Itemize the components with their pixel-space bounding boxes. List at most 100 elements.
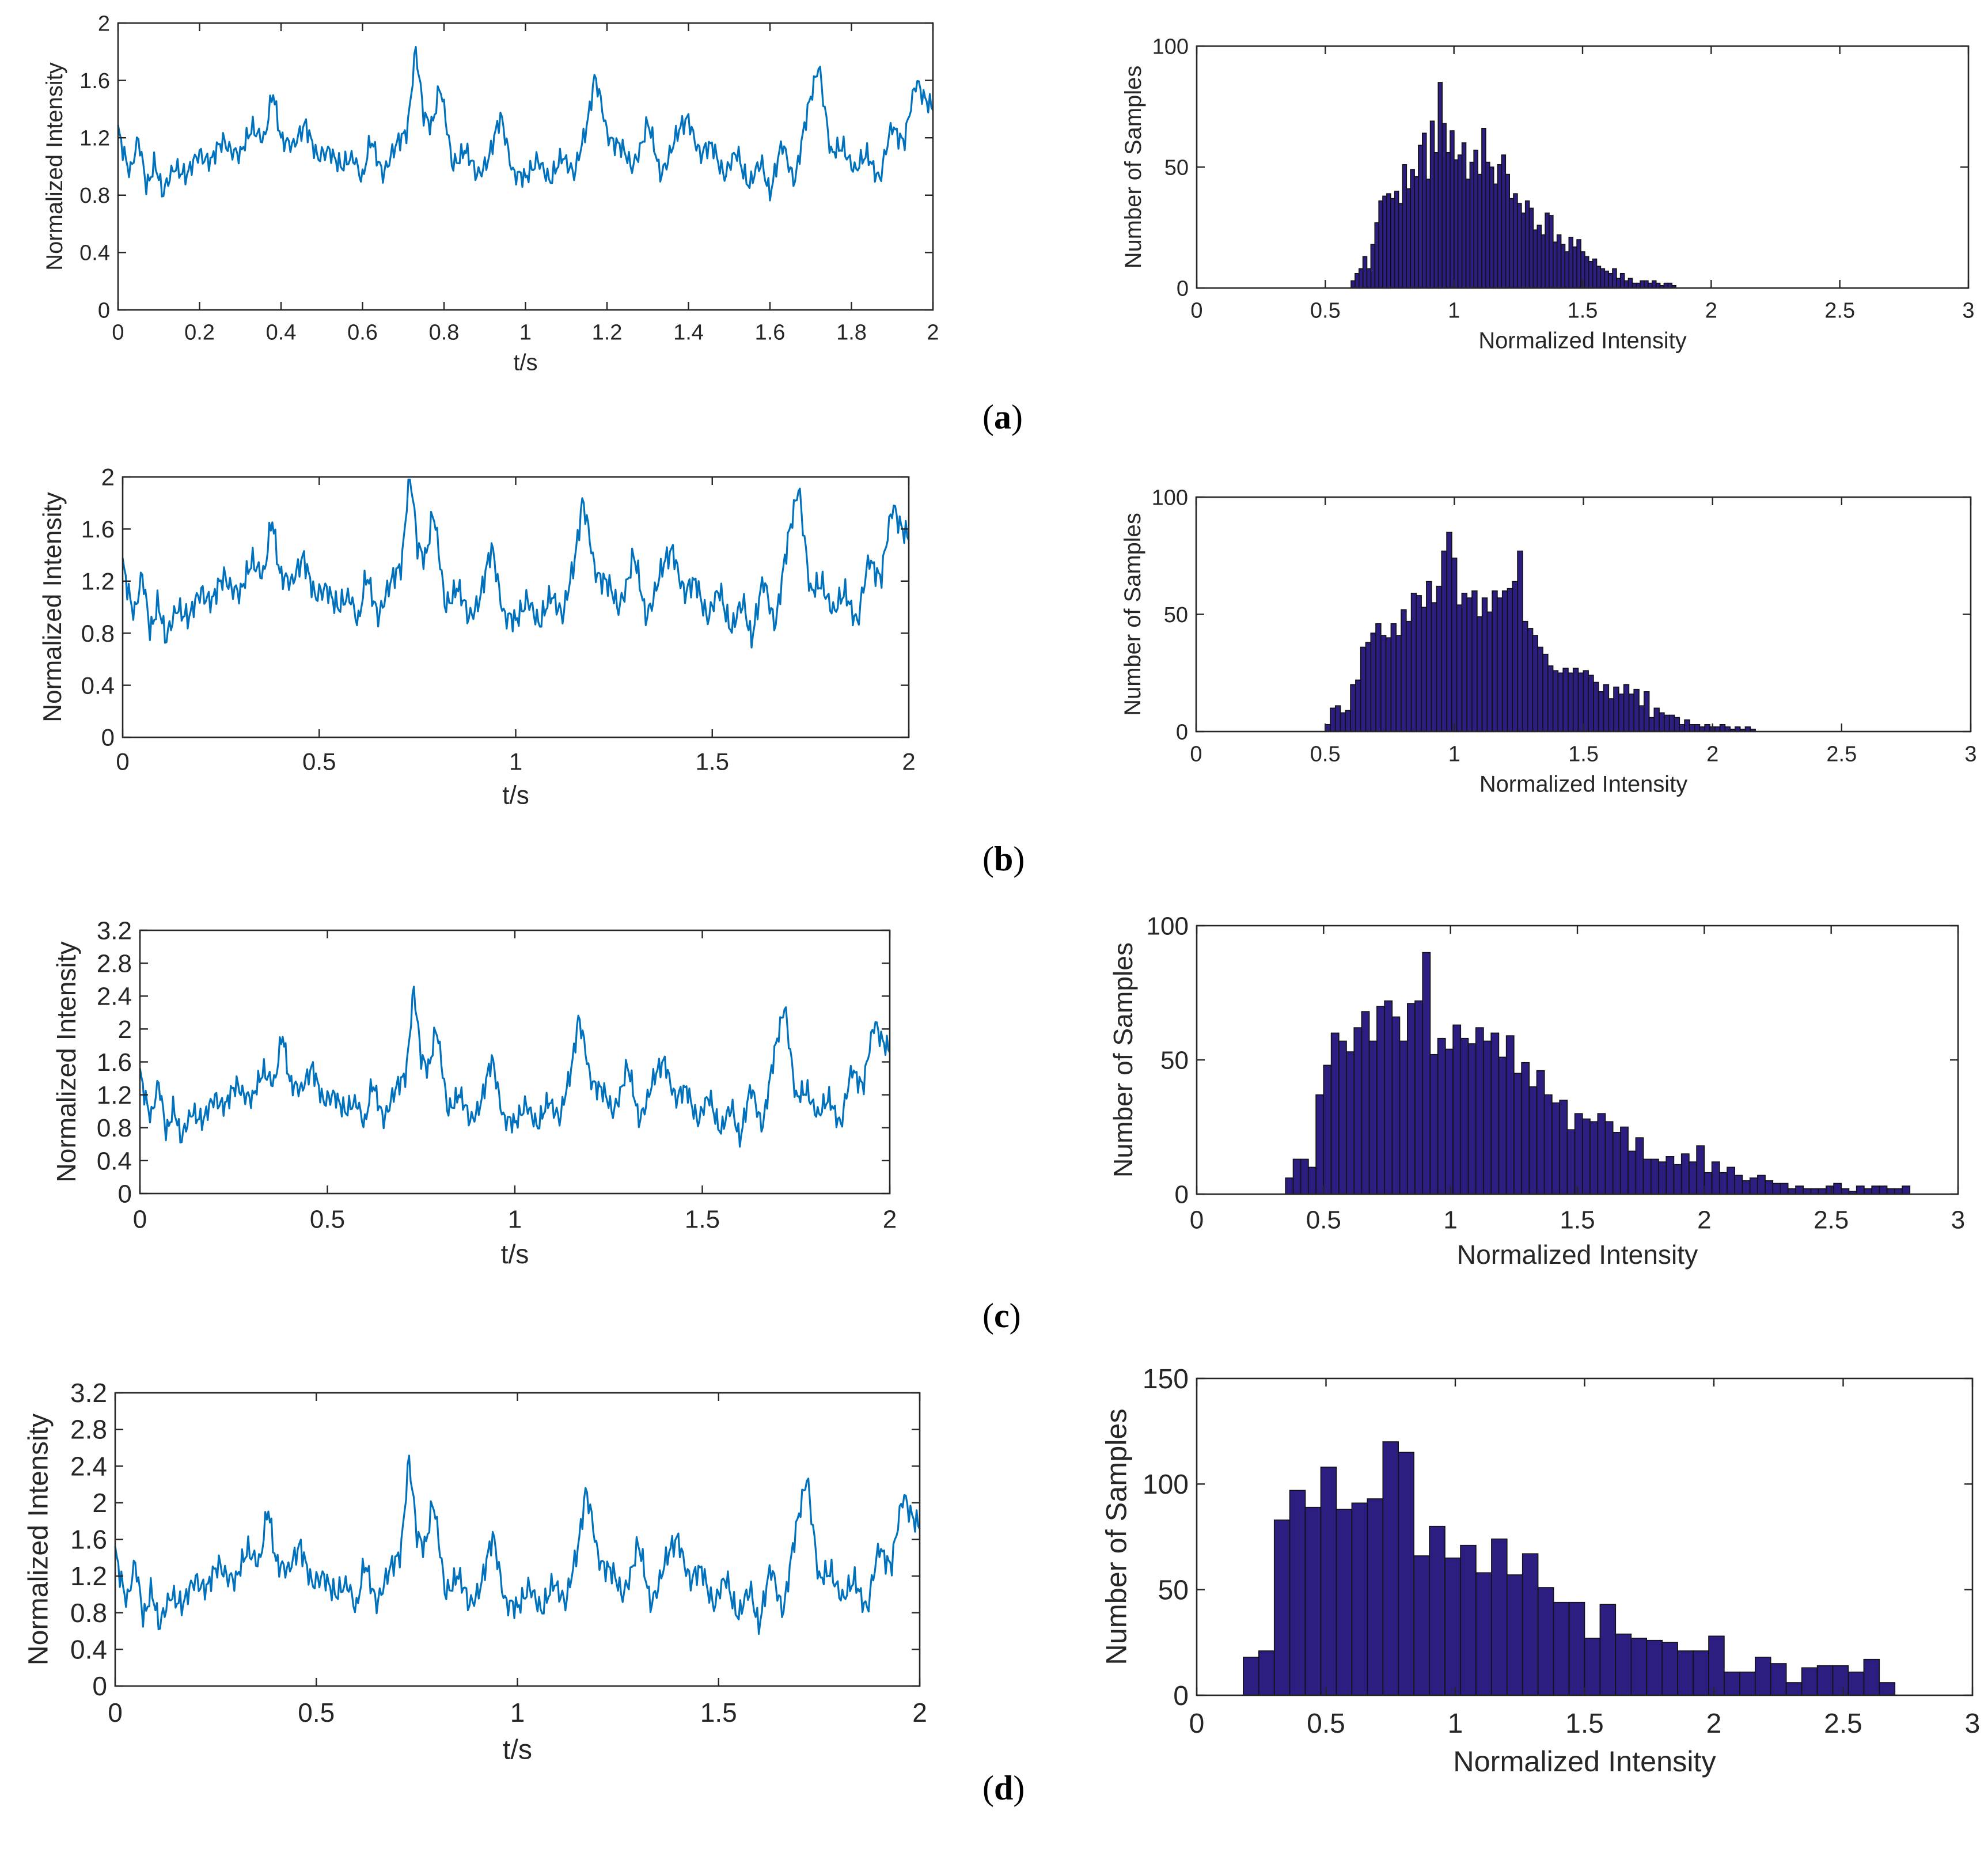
bar-a-hist-66 <box>1612 268 1617 289</box>
x-tick-label-d-hist-3: 1.5 <box>1565 1709 1604 1739</box>
bar-c-hist-57 <box>1719 1172 1728 1195</box>
bar-a-hist-11 <box>1394 191 1399 289</box>
bar-c-hist-50 <box>1665 1156 1675 1195</box>
bar-d-hist-27 <box>1661 1642 1678 1696</box>
bar-d-hist-9 <box>1382 1441 1399 1696</box>
x-tick-label-b-hist-2: 1 <box>1448 742 1460 766</box>
bar-a-hist-50 <box>1549 215 1554 289</box>
bar-a-hist-68 <box>1619 272 1625 289</box>
bar-d-hist-39 <box>1847 1671 1865 1696</box>
axes-box-a-time <box>117 22 934 311</box>
bar-c-hist-51 <box>1673 1164 1682 1195</box>
bar-b-hist-22 <box>1436 585 1443 732</box>
bar-c-hist-64 <box>1772 1183 1781 1195</box>
x-axis-label-d-time: t/s <box>503 1734 532 1766</box>
bar-b-hist-36 <box>1507 588 1513 732</box>
bar-b-hist-25 <box>1451 557 1458 732</box>
x-tick-label-b-time-0: 0 <box>116 748 129 775</box>
bar-c-hist-42 <box>1604 1121 1614 1195</box>
bar-c-hist-71 <box>1826 1185 1834 1195</box>
bar-c-hist-70 <box>1818 1188 1827 1195</box>
bar-c-hist-59 <box>1734 1175 1743 1195</box>
bar-b-hist-45 <box>1552 670 1559 732</box>
bar-b-hist-8 <box>1365 642 1372 732</box>
bar-a-hist-56 <box>1572 246 1577 289</box>
bar-d-hist-0 <box>1243 1657 1259 1696</box>
bar-b-hist-40 <box>1527 628 1534 732</box>
x-tick-label-b-hist-0: 0 <box>1190 742 1202 766</box>
bar-a-hist-59 <box>1584 256 1589 289</box>
bar-a-hist-38 <box>1501 154 1507 289</box>
bar-c-hist-75 <box>1856 1185 1865 1195</box>
x-axis-label-a-hist: Normalized Intensity <box>1478 328 1686 354</box>
bar-c-hist-44 <box>1620 1126 1629 1195</box>
bar-c-hist-72 <box>1833 1183 1842 1195</box>
bar-d-hist-20 <box>1553 1601 1570 1696</box>
bar-b-hist-57 <box>1613 686 1619 732</box>
bar-c-hist-43 <box>1612 1132 1621 1195</box>
bar-b-hist-39 <box>1522 620 1528 732</box>
bar-b-hist-62 <box>1638 705 1645 732</box>
series-line-c-time-0 <box>139 986 891 1148</box>
bar-a-hist-31 <box>1473 149 1478 289</box>
bar-c-hist-4 <box>1315 1094 1325 1195</box>
bar-b-hist-50 <box>1577 672 1584 732</box>
bar-b-hist-55 <box>1603 684 1610 732</box>
y-tick-label-b-time-3: 1.2 <box>81 568 115 595</box>
x-tick-label-d-hist-0: 0 <box>1189 1709 1205 1739</box>
y-tick-label-b-hist-0: 0 <box>1176 720 1188 744</box>
x-axis-label-c-time: t/s <box>501 1239 529 1269</box>
bar-d-hist-2 <box>1273 1519 1291 1696</box>
y-tick-label-a-time-0: 0 <box>98 298 110 323</box>
bar-b-hist-68 <box>1668 714 1675 732</box>
bar-a-hist-22 <box>1437 82 1443 289</box>
bar-b-hist-10 <box>1375 623 1382 732</box>
bar-c-hist-8 <box>1346 1051 1355 1195</box>
chart-a-time: 0 0.2 0.4 0.6 0.8 1 1.2 1.4 1.6 1.8 2 0 0.4 0.8 1.2 1.6… <box>42 12 939 375</box>
bar-a-hist-64 <box>1604 270 1609 289</box>
bar-c-hist-47 <box>1642 1158 1652 1195</box>
bar-d-hist-38 <box>1832 1665 1849 1696</box>
bar-a-hist-16 <box>1414 176 1419 289</box>
bar-c-hist-16 <box>1407 1003 1416 1195</box>
bar-c-hist-49 <box>1658 1161 1667 1195</box>
bar-a-hist-76 <box>1652 280 1657 289</box>
bar-c-hist-79 <box>1886 1188 1895 1195</box>
bar-a-hist-43 <box>1521 212 1526 289</box>
panel-label-c: (c) <box>982 1297 1021 1335</box>
bar-a-hist-32 <box>1477 173 1482 289</box>
bar-c-hist-58 <box>1727 1166 1735 1195</box>
bar-d-hist-5 <box>1320 1467 1337 1696</box>
x-tick-label-a-time-9: 1.8 <box>836 320 867 344</box>
x-tick-label-c-hist-6: 3 <box>1951 1206 1965 1234</box>
bar-c-hist-9 <box>1353 1027 1363 1195</box>
bar-b-hist-9 <box>1370 632 1376 732</box>
bar-a-hist-4 <box>1366 268 1372 289</box>
bar-b-hist-75 <box>1704 724 1710 732</box>
bar-b-hist-42 <box>1537 646 1543 732</box>
bar-a-hist-55 <box>1568 236 1574 289</box>
bar-b-hist-65 <box>1653 707 1660 732</box>
bar-a-hist-35 <box>1489 166 1494 289</box>
x-tick-label-a-time-10: 2 <box>927 320 939 344</box>
bar-a-hist-73 <box>1640 280 1645 289</box>
bar-d-hist-4 <box>1304 1506 1322 1696</box>
y-tick-label-b-hist-2: 100 <box>1152 486 1188 510</box>
bar-c-hist-39 <box>1582 1118 1591 1195</box>
bar-d-hist-19 <box>1537 1587 1554 1696</box>
y-tick-label-c-time-6: 2.4 <box>97 983 132 1011</box>
x-tick-label-d-hist-4: 2 <box>1706 1709 1722 1739</box>
x-axis-label-c-hist: Normalized Intensity <box>1457 1240 1698 1270</box>
y-tick-label-d-time-0: 0 <box>92 1671 107 1701</box>
bar-b-hist-3 <box>1340 712 1346 732</box>
y-tick-label-c-time-7: 2.8 <box>97 950 132 978</box>
x-tick-label-d-time-1: 0.5 <box>298 1698 335 1728</box>
y-tick-label-a-time-4: 1.6 <box>79 69 110 93</box>
y-tick-label-c-time-8: 3.2 <box>97 916 132 945</box>
bar-a-hist-28 <box>1461 142 1467 289</box>
bar-c-hist-38 <box>1574 1113 1583 1195</box>
bar-b-hist-41 <box>1532 635 1538 732</box>
bar-b-hist-59 <box>1623 684 1630 732</box>
bar-a-hist-18 <box>1422 132 1427 289</box>
